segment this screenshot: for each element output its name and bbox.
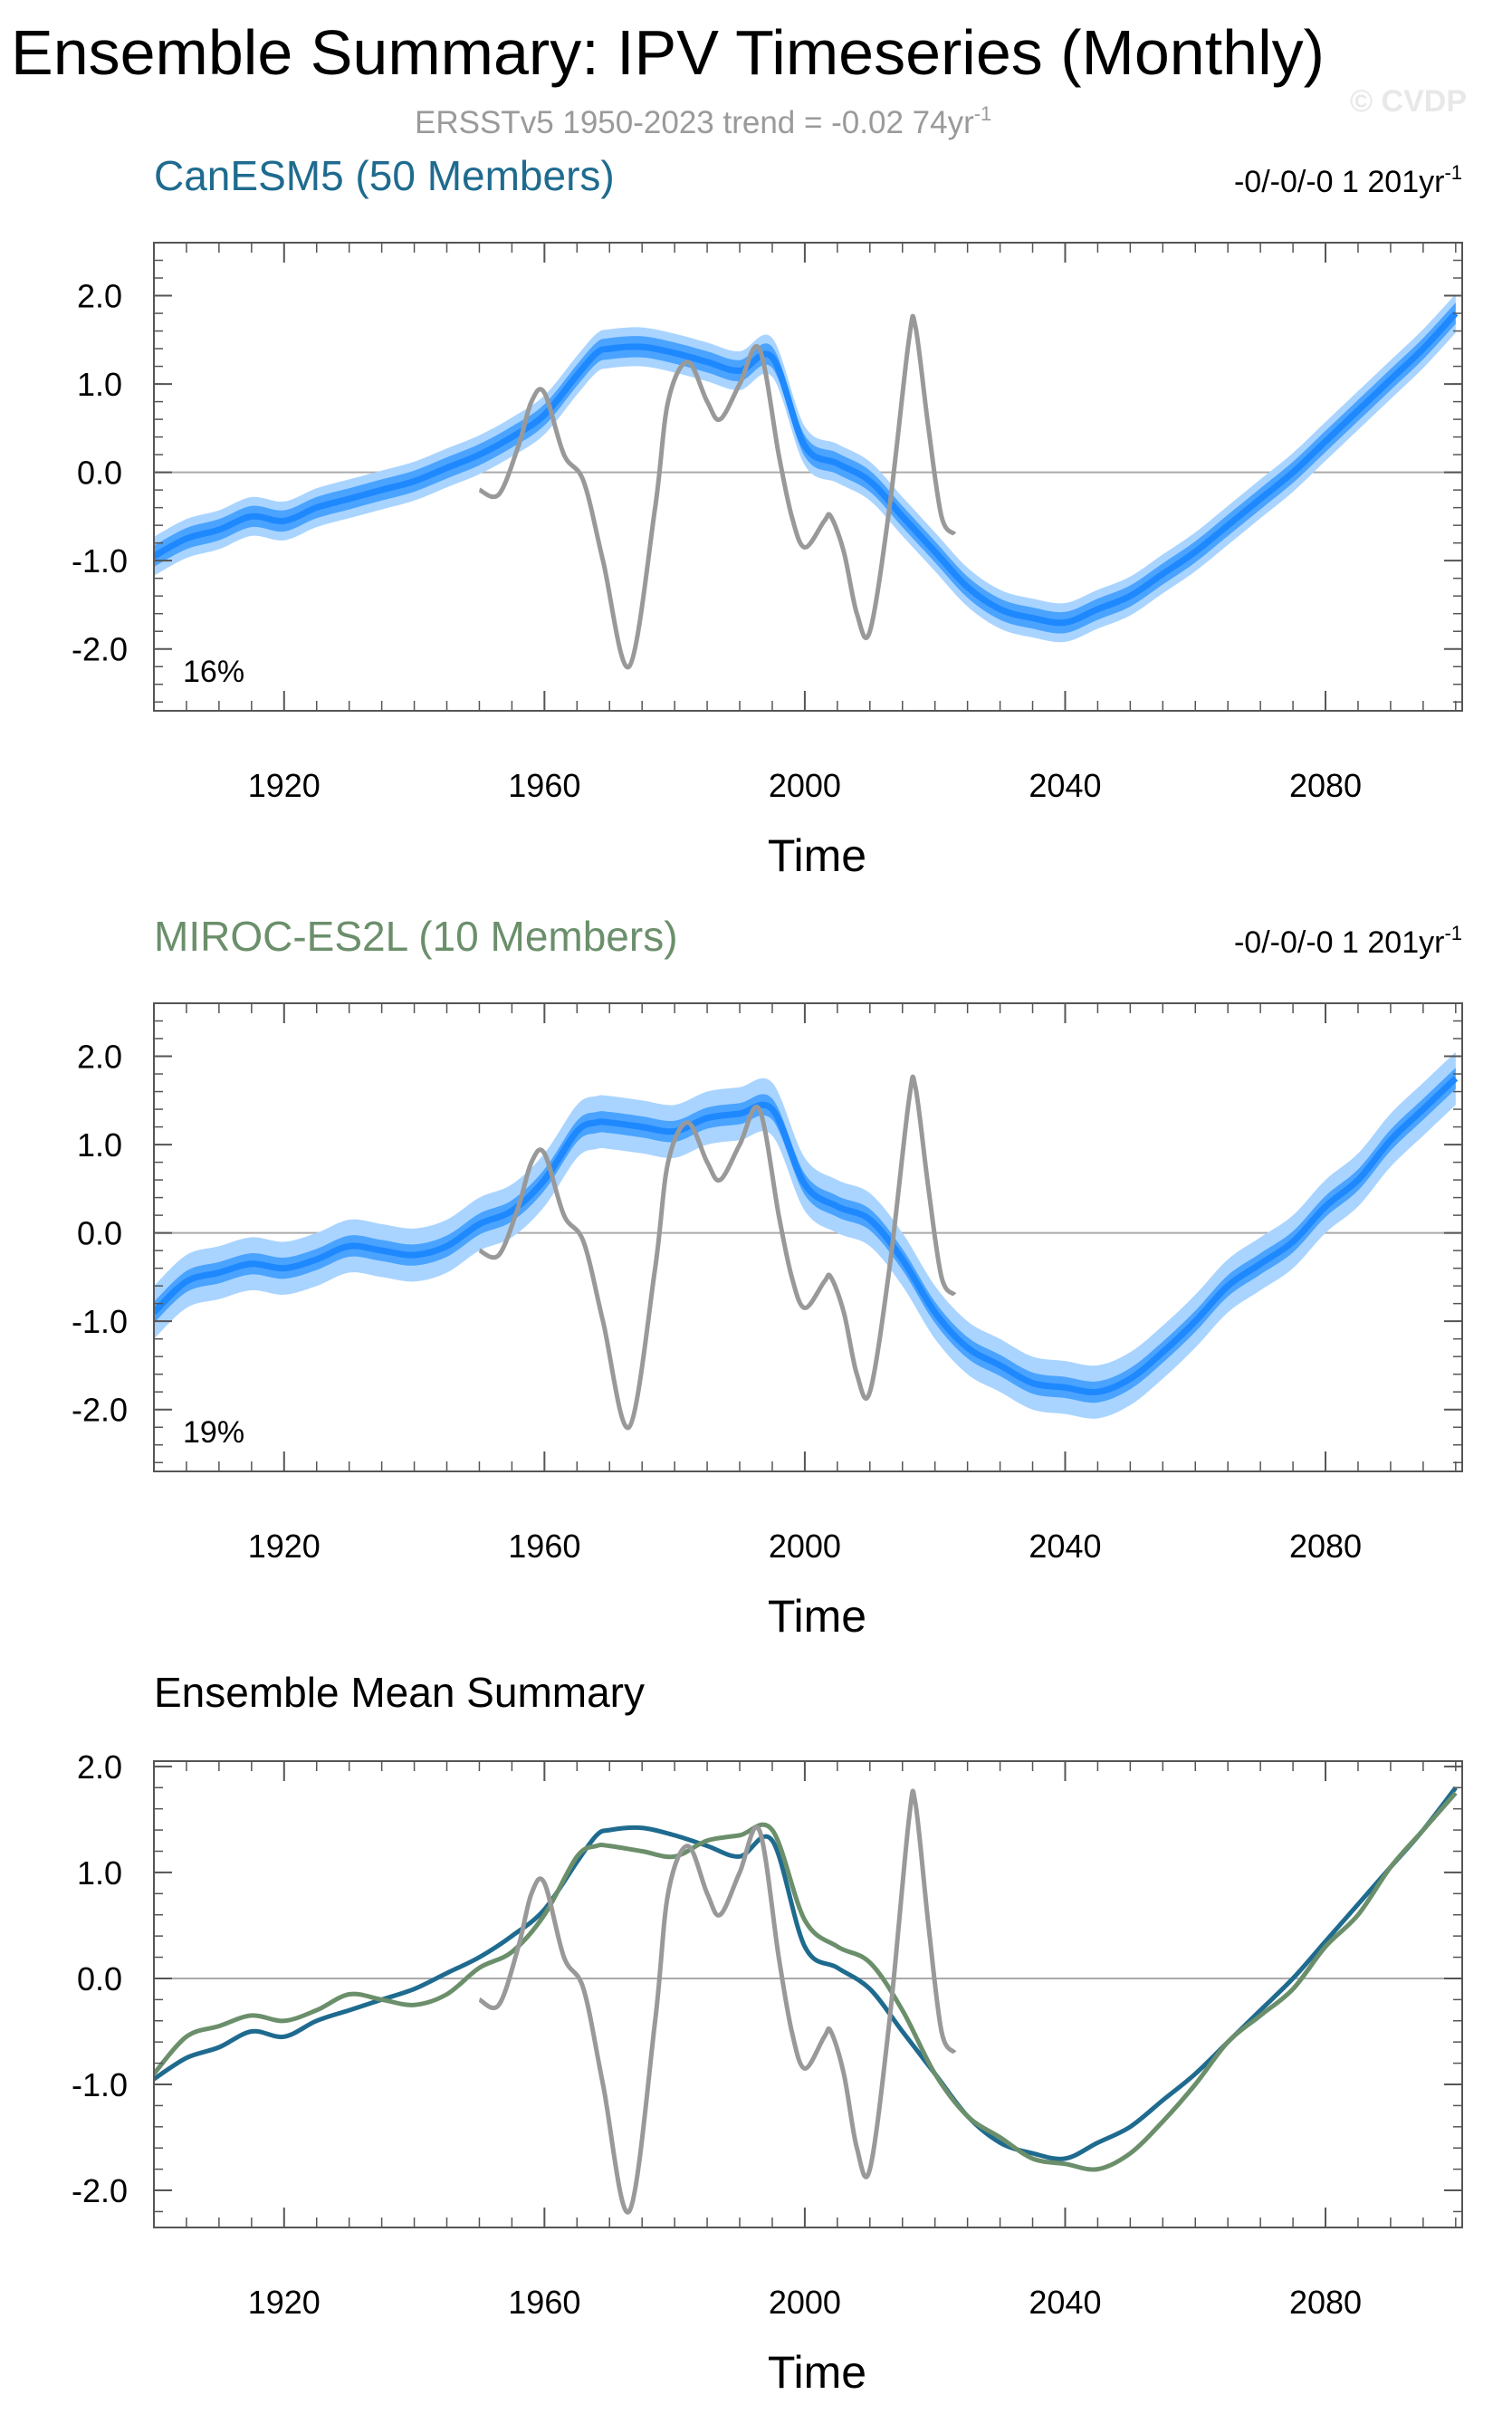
plot-frame: [153, 1760, 1463, 2228]
x-tick-label: 1920: [248, 1528, 321, 1565]
plot-frame: [153, 1002, 1463, 1472]
chart-panel-miroc: MIROC-ES2L (10 Members) -0/-0/-0 1 201yr-…: [72, 913, 1463, 1642]
chart-panel-canesm5: CanESM5 (50 Members) -0/-0/-0 1 201yr-1 2.…: [72, 152, 1463, 881]
percent-label: 16%: [183, 655, 244, 689]
y-tick-label: 2.0: [77, 278, 122, 315]
panel-title: CanESM5 (50 Members): [154, 152, 615, 199]
panel-trend-text: -0/-0/-0 1 201yr: [1234, 165, 1444, 199]
y-tick-label: 0.0: [77, 1960, 122, 1997]
model-mean-line-0: [154, 1786, 1458, 2161]
x-tick-label: 2080: [1289, 1528, 1362, 1565]
ensemble-inner-band: [154, 302, 1456, 634]
x-tick-label: 2080: [1289, 767, 1362, 804]
x-tick-label: 1960: [508, 1528, 580, 1565]
observed-line: [478, 313, 957, 670]
plot-frame: [153, 242, 1463, 712]
ensemble-outer-band: [154, 293, 1456, 643]
y-tick-label: 0.0: [77, 455, 122, 492]
ensemble-outer-band: [154, 1051, 1456, 1419]
y-tick-label: 1.0: [77, 1126, 122, 1164]
panel-title: MIROC-ES2L (10 Members): [154, 913, 678, 960]
panel-trend-sup: -1: [1444, 161, 1462, 184]
y-tick-label: 2.0: [77, 1039, 122, 1076]
x-tick-label: 1960: [508, 767, 580, 804]
figure-title: Ensemble Summary: IPV Timeseries (Monthl…: [11, 17, 1325, 88]
x-tick-label: 2000: [769, 2284, 841, 2321]
y-tick-label: -1.0: [72, 1303, 128, 1340]
x-axis-label: Time: [768, 1591, 866, 1642]
figure-subtitle-text: ERSSTv5 1950-2023 trend = -0.02 74yr: [415, 105, 974, 140]
x-tick-label: 2000: [769, 767, 841, 804]
y-tick-label: -1.0: [72, 2066, 128, 2103]
figure-subtitle-sup: -1: [974, 102, 992, 125]
x-tick-label: 2080: [1289, 2284, 1362, 2321]
panel-trend: -0/-0/-0 1 201yr-1: [1234, 161, 1462, 199]
y-tick-label: -1.0: [72, 542, 128, 580]
x-tick-label: 1920: [248, 767, 321, 804]
y-tick-label: -2.0: [72, 2172, 128, 2209]
figure-subtitle: ERSSTv5 1950-2023 trend = -0.02 74yr-1: [415, 102, 991, 140]
y-tick-label: -2.0: [72, 1392, 128, 1429]
x-tick-label: 2000: [769, 1528, 841, 1565]
model-mean-line-1: [154, 1791, 1458, 2172]
series-group: [154, 293, 1459, 670]
y-tick-label: 1.0: [77, 1854, 122, 1892]
x-tick-label: 2040: [1029, 767, 1101, 804]
observed-line: [478, 1788, 957, 2215]
x-axis-label: Time: [768, 2347, 866, 2398]
ensemble-mean-line: [154, 311, 1459, 627]
x-tick-label: 1960: [508, 2284, 580, 2321]
percent-label: 19%: [183, 1415, 244, 1450]
series-group: [154, 1051, 1459, 1431]
x-tick-label: 2040: [1029, 2284, 1101, 2321]
y-tick-label: 1.0: [77, 366, 122, 403]
y-tick-label: -2.0: [72, 631, 128, 668]
x-tick-label: 2040: [1029, 1528, 1101, 1565]
observed-line: [478, 1074, 957, 1431]
y-tick-label: 2.0: [77, 1748, 122, 1786]
panel-trend-text: -0/-0/-0 1 201yr: [1234, 925, 1444, 960]
watermark: © CVDP: [1350, 84, 1467, 119]
panel-trend: -0/-0/-0 1 201yr-1: [1234, 922, 1462, 960]
series-group: [154, 1786, 1458, 2215]
panel-trend-sup: -1: [1444, 922, 1462, 944]
chart-panel-summary: Ensemble Mean Summary 2.0 1.0 0.0 -1.0 -2.0 19…: [72, 1669, 1463, 2398]
ensemble-mean-line: [154, 1076, 1459, 1396]
y-tick-label: 0.0: [77, 1215, 122, 1252]
x-tick-label: 1920: [248, 2284, 321, 2321]
panel-title: Ensemble Mean Summary: [154, 1669, 645, 1716]
chart-panels: CanESM5 (50 Members) -0/-0/-0 1 201yr-12.…: [72, 152, 1463, 2398]
x-axis-label: Time: [768, 830, 866, 881]
